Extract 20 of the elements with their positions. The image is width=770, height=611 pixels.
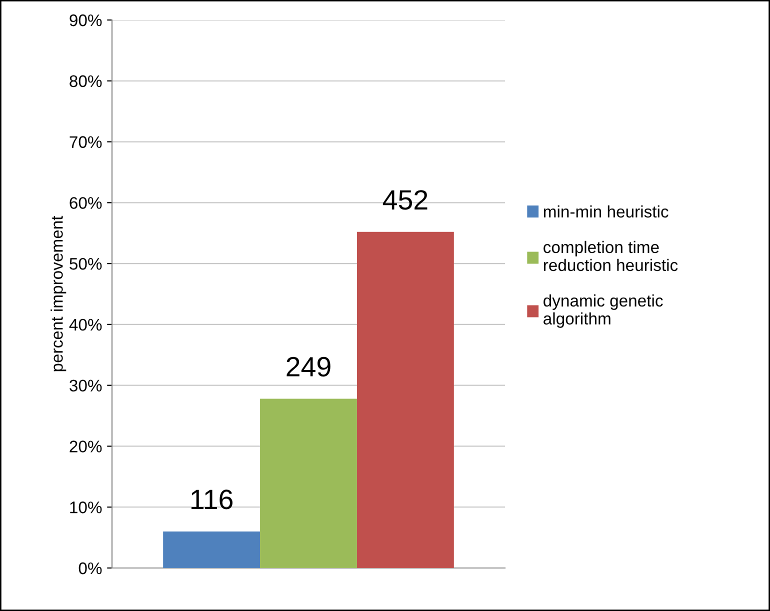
bar — [260, 398, 357, 568]
legend-label: min-min heuristic — [544, 205, 668, 218]
y-tick-label: 0% — [78, 562, 102, 574]
annotation: 452 — [382, 190, 428, 210]
annotation: 249 — [286, 356, 330, 377]
y-tick-label: 60% — [70, 197, 102, 209]
y-tick-label: 40% — [69, 318, 102, 331]
y-tick-label: 30% — [70, 380, 102, 392]
y-tick-label: 10% — [70, 502, 102, 514]
legend-label: dynamic genetic algorithm — [544, 294, 663, 328]
y-tick-label: 80% — [70, 75, 102, 88]
y-tick-label: 50% — [70, 258, 102, 270]
y-axis-title: percent improvement — [50, 216, 66, 372]
y-tick-label: 90% — [70, 14, 102, 26]
annotation: 116 — [192, 490, 232, 510]
y-tick-label: 70% — [70, 136, 102, 148]
bar — [356, 232, 454, 568]
bar — [163, 531, 260, 568]
legend-label: completion time reduction heuristic — [544, 240, 678, 272]
y-tick-label: 20% — [70, 440, 102, 452]
